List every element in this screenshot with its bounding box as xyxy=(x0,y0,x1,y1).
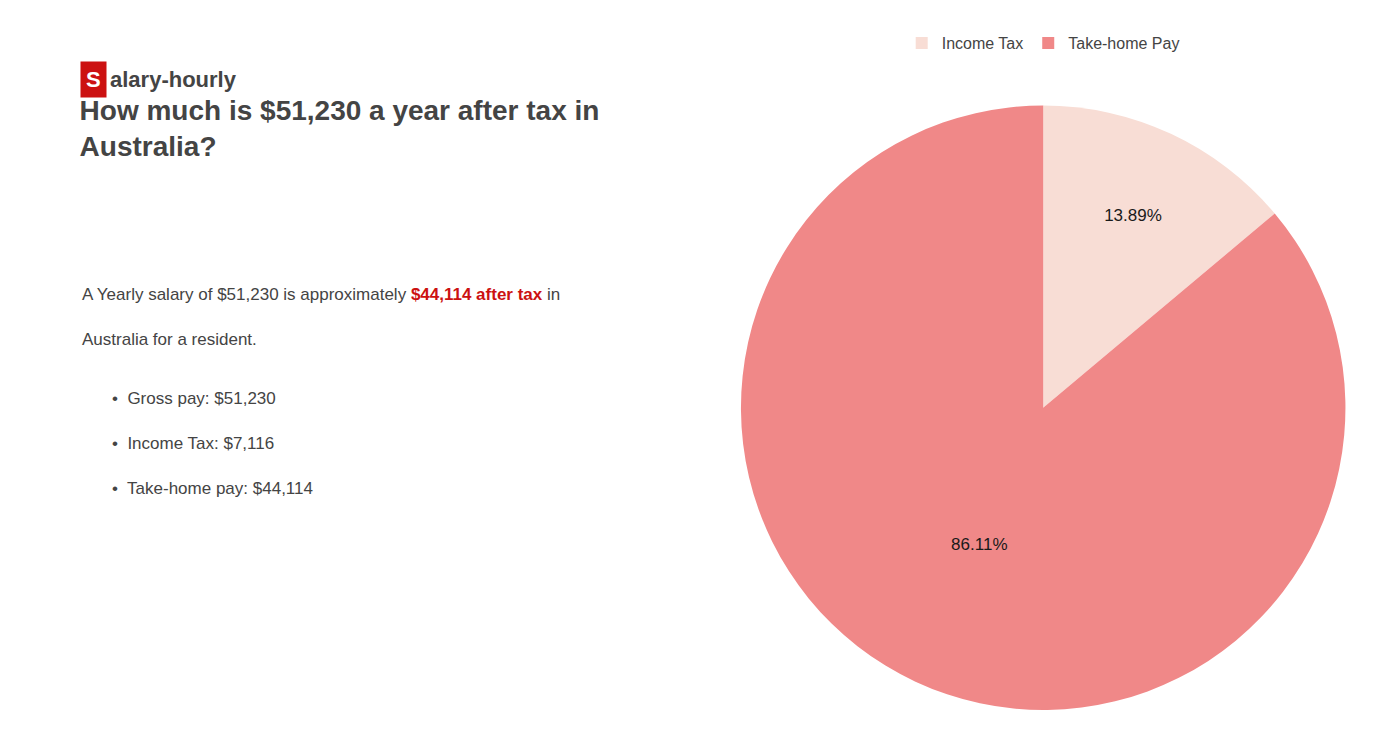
svg-text:Income Tax: Income Tax xyxy=(942,35,1024,52)
svg-text:13.89%: 13.89% xyxy=(1104,206,1162,225)
svg-text:alary-hourly: alary-hourly xyxy=(110,67,237,92)
svg-text:• Gross pay: $51,230: • Gross pay: $51,230 xyxy=(112,389,276,408)
svg-text:86.11%: 86.11% xyxy=(951,535,1007,554)
svg-text:A Yearly salary of $51,230 is: A Yearly salary of $51,230 is approximat… xyxy=(82,285,560,304)
svg-text:How much is $51,230 a year aft: How much is $51,230 a year after tax inA… xyxy=(80,95,600,162)
svg-text:Australia for a resident.: Australia for a resident. xyxy=(82,330,257,349)
svg-text:S: S xyxy=(86,67,101,92)
svg-text:Take-home Pay: Take-home Pay xyxy=(1068,35,1179,52)
svg-text:• Income Tax: $7,116: • Income Tax: $7,116 xyxy=(112,434,274,453)
svg-text:• Take-home pay: $44,114: • Take-home pay: $44,114 xyxy=(112,479,313,498)
